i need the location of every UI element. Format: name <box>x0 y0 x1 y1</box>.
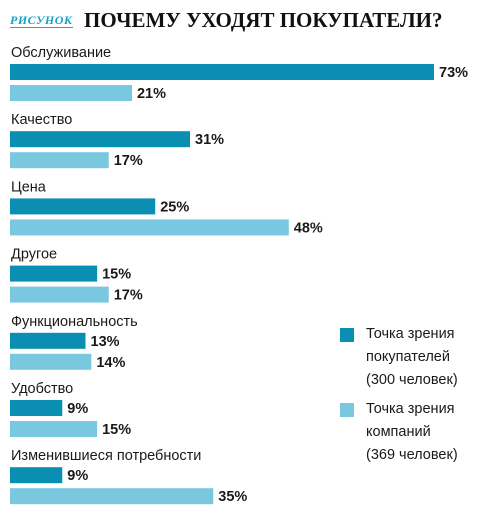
legend-label-customers: Точка зрения покупателей (300 человек) <box>366 326 458 388</box>
bar-companies <box>10 152 109 169</box>
bar-customers <box>10 467 63 484</box>
category-label: Изменившиеся потребности <box>11 448 201 464</box>
value-label: 15% <box>102 422 131 438</box>
category-label: Цена <box>11 179 47 195</box>
bar-companies <box>10 219 289 236</box>
bar-companies <box>10 488 214 505</box>
legend-item-customers: Точка зрения покупателей (300 человек) <box>340 323 485 392</box>
category-label: Удобство <box>11 381 73 397</box>
value-label: 31% <box>195 132 224 148</box>
value-label: 25% <box>160 199 189 215</box>
value-label: 13% <box>91 334 120 350</box>
value-label: 14% <box>96 355 125 371</box>
value-label: 9% <box>67 401 88 417</box>
figure-tag: РИСУНОК <box>10 13 73 28</box>
value-label: 17% <box>114 153 143 169</box>
value-label: 73% <box>439 65 468 81</box>
bar-companies <box>10 286 109 303</box>
bar-customers <box>10 198 156 215</box>
value-label: 48% <box>294 220 323 236</box>
legend-swatch-companies <box>340 403 354 417</box>
bar-customers <box>10 400 63 416</box>
bar-customers <box>10 265 98 282</box>
bar-customers <box>10 131 191 148</box>
value-label: 9% <box>67 468 88 484</box>
category-label: Другое <box>11 247 57 263</box>
bar-companies <box>10 85 132 101</box>
bar-companies <box>10 421 98 437</box>
value-label: 15% <box>102 267 131 283</box>
bar-customers <box>10 64 434 80</box>
legend-item-companies: Точка зрения компаний (369 человек) <box>340 398 485 467</box>
value-label: 21% <box>137 86 166 102</box>
value-label: 17% <box>114 288 143 304</box>
chart-title: ПОЧЕМУ УХОДЯТ ПОКУПАТЕЛИ? <box>84 8 443 32</box>
bar-customers <box>10 332 86 349</box>
category-label: Функциональность <box>11 314 138 330</box>
category-label: Обслуживание <box>11 45 111 61</box>
chart-header: РИСУНОК ПОЧЕМУ УХОДЯТ ПОКУПАТЕЛИ? <box>10 6 480 34</box>
legend-swatch-customers <box>340 328 354 342</box>
bar-companies <box>10 353 92 370</box>
category-label: Качество <box>11 112 72 128</box>
value-label: 35% <box>218 489 247 505</box>
legend: Точка зрения покупателей (300 человек) Т… <box>340 323 485 473</box>
legend-label-companies: Точка зрения компаний (369 человек) <box>366 401 458 463</box>
